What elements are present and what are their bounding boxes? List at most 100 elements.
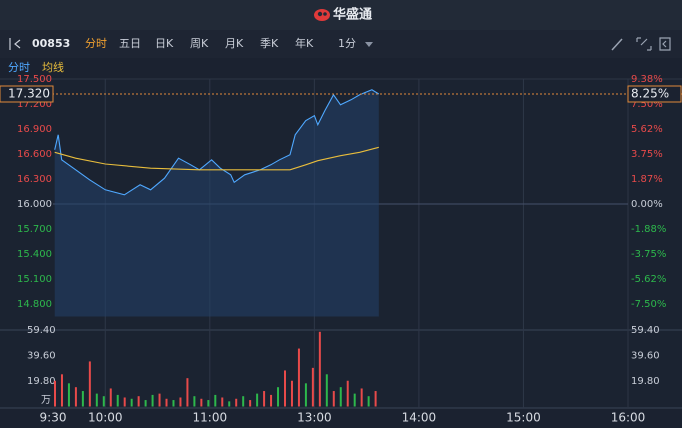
back-icon[interactable] <box>9 38 21 50</box>
period-tab[interactable]: 五日 <box>119 37 141 50</box>
brand-logo <box>314 9 330 21</box>
y2-tick-label: -1.88% <box>631 224 666 235</box>
x-tick-label: 14:00 <box>402 411 437 425</box>
x-tick-label: 11:00 <box>193 411 228 425</box>
period-tab[interactable]: 分时 <box>85 37 107 50</box>
volume-bar <box>144 400 147 407</box>
volume-bar <box>332 391 335 407</box>
current-change-label: 8.25% <box>631 87 669 101</box>
y-tick-label: 15.100 <box>17 274 52 285</box>
volume-bar <box>346 380 349 407</box>
brand-name: 华盛通 <box>333 7 372 23</box>
volume-bar <box>60 374 63 407</box>
volume-tick-label-right: 39.60 <box>631 351 660 362</box>
volume-bar <box>74 387 77 407</box>
volume-bar <box>277 387 280 407</box>
current-price-box <box>0 85 54 103</box>
volume-bar <box>109 388 112 407</box>
volume-bar <box>186 378 189 407</box>
volume-bar <box>235 398 238 407</box>
settings-icon[interactable] <box>659 37 671 51</box>
y2-tick-label: 7.50% <box>631 99 663 110</box>
volume-bar <box>200 398 203 407</box>
volume-bar <box>158 393 161 407</box>
interval-selector[interactable]: 1分 <box>338 37 356 50</box>
y-tick-label: 17.500 <box>17 74 52 85</box>
volume-bar <box>318 331 321 407</box>
edit-icon[interactable] <box>611 38 623 51</box>
volume-bar <box>172 400 175 407</box>
volume-bar <box>88 361 91 407</box>
volume-bar <box>214 394 217 407</box>
volume-bar <box>256 393 259 407</box>
volume-bar <box>249 400 252 407</box>
y-tick-label: 16.000 <box>17 199 52 210</box>
volume-bar <box>360 388 363 407</box>
x-tick-label: 9:30 <box>40 411 67 425</box>
volume-bar <box>263 391 266 407</box>
y2-tick-label: -3.75% <box>631 249 666 260</box>
y-tick-label: 16.300 <box>17 174 52 185</box>
volume-bar <box>221 397 224 407</box>
period-tab[interactable]: 日K <box>155 37 174 50</box>
volume-bar <box>67 383 70 407</box>
volume-tick-label: 59.40 <box>27 325 56 336</box>
header-bar <box>0 0 682 30</box>
legend-row <box>0 58 682 79</box>
volume-bar <box>165 398 168 407</box>
volume-bar <box>130 398 133 407</box>
volume-bar <box>367 396 370 407</box>
volume-bar <box>193 396 196 407</box>
current-change-box <box>627 85 682 103</box>
volume-bar <box>95 393 98 407</box>
y2-tick-label: -5.62% <box>631 274 666 285</box>
volume-bar <box>311 367 314 407</box>
y2-tick-label: 9.38% <box>631 74 663 85</box>
volume-unit: 万 <box>41 395 51 406</box>
volume-bar <box>304 383 307 407</box>
volume-tick-label-right: 19.80 <box>631 376 660 387</box>
x-tick-label: 10:00 <box>88 411 123 425</box>
x-tick-label: 13:00 <box>297 411 332 425</box>
period-tab[interactable]: 周K <box>190 37 209 50</box>
y-tick-label: 16.900 <box>17 124 52 135</box>
dropdown-arrow[interactable] <box>365 42 373 47</box>
volume-tick-label: 39.60 <box>27 351 56 362</box>
y-tick-label: 14.800 <box>17 299 52 310</box>
volume-bar <box>54 380 56 407</box>
y2-tick-label: 1.87% <box>631 174 663 185</box>
period-tab[interactable]: 月K <box>225 37 244 50</box>
volume-bar <box>270 394 273 407</box>
volume-bar <box>228 401 231 407</box>
fullscreen-icon[interactable] <box>636 37 652 51</box>
volume-bar <box>151 394 154 407</box>
volume-bar <box>179 397 182 407</box>
volume-tick-label: 19.80 <box>27 376 56 387</box>
period-tab[interactable]: 季K <box>260 37 279 50</box>
legend-entry: 均线 <box>42 60 64 74</box>
current-price-label: 17.320 <box>8 87 50 101</box>
y-tick-label: 15.700 <box>17 224 52 235</box>
y2-tick-label: -7.50% <box>631 299 666 310</box>
volume-bar <box>374 391 377 407</box>
volume-bar <box>339 387 342 407</box>
volume-bar <box>242 396 245 407</box>
x-tick-label: 16:00 <box>611 411 646 425</box>
volume-bar <box>290 380 293 407</box>
volume-bar <box>353 393 356 407</box>
volume-bar <box>81 391 84 407</box>
volume-bar <box>325 374 328 407</box>
y2-tick-label: 5.62% <box>631 124 663 135</box>
x-tick-label: 15:00 <box>506 411 541 425</box>
volume-bar <box>116 394 119 407</box>
y-tick-label: 16.600 <box>17 149 52 160</box>
toolbar <box>0 30 682 58</box>
y2-tick-label: 0.00% <box>631 199 663 210</box>
price-line <box>54 89 380 196</box>
volume-bar <box>284 370 286 407</box>
period-tab[interactable]: 年K <box>295 36 314 50</box>
stock-code: 00853 <box>32 37 70 50</box>
y-tick-label: 17.200 <box>17 99 52 110</box>
